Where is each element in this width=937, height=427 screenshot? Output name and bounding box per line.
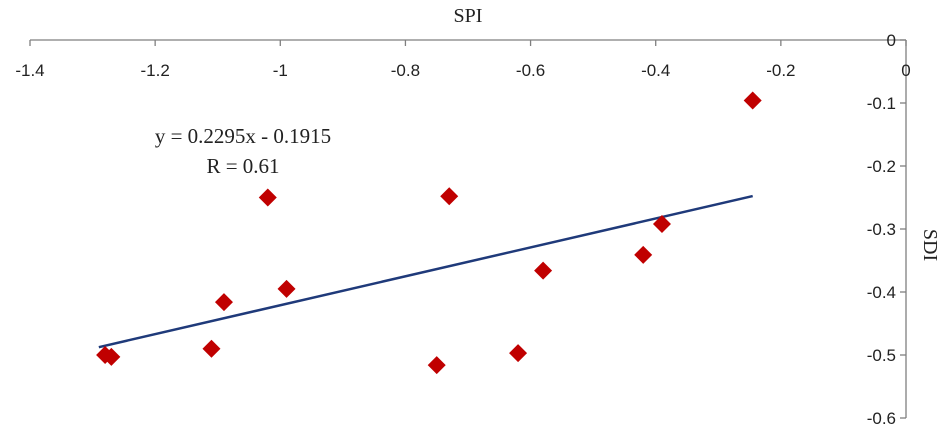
x-tick-labels: -1.4 -1.2 -1 -0.8 -0.6 -0.4 -0.2 0	[15, 61, 910, 80]
data-point	[509, 344, 528, 363]
data-point	[440, 187, 459, 206]
y-tick-label: -0.1	[867, 94, 896, 113]
x-tick-label: -0.2	[766, 61, 795, 80]
y-tick-label: -0.2	[867, 157, 896, 176]
data-points	[96, 91, 762, 375]
x-tick-label: -1.2	[140, 61, 169, 80]
y-axis-title: SDI	[919, 229, 937, 261]
correlation-value: R = 0.61	[206, 154, 279, 178]
data-point	[102, 347, 121, 366]
x-tick-label: -0.4	[641, 61, 670, 80]
data-point	[258, 188, 277, 207]
data-point	[202, 339, 221, 358]
data-point	[652, 214, 671, 233]
axes	[29, 39, 907, 419]
x-tick-label: 0	[901, 61, 910, 80]
y-tick-label: -0.5	[867, 346, 896, 365]
x-axis-title: SPI	[454, 5, 483, 27]
y-tick-label: -0.4	[867, 283, 896, 302]
y-tick-label: -0.6	[867, 409, 896, 427]
data-point	[427, 356, 446, 375]
x-tick-label: -0.6	[516, 61, 545, 80]
trendline	[98, 194, 753, 349]
data-point	[277, 279, 296, 298]
y-tick-label: 0	[887, 31, 896, 50]
trendline-group	[98, 194, 753, 349]
data-point	[534, 261, 553, 280]
data-point	[634, 245, 653, 264]
data-point	[743, 91, 762, 110]
data-point	[214, 293, 233, 312]
y-tick-label: -0.3	[867, 220, 896, 239]
x-tick-label: -1.4	[15, 61, 44, 80]
x-tick-label: -1	[273, 61, 288, 80]
y-tick-labels: 0 -0.1 -0.2 -0.3 -0.4 -0.5 -0.6	[867, 31, 896, 427]
x-tick-label: -0.8	[391, 61, 420, 80]
regression-equation: y = 0.2295x - 0.1915	[155, 124, 331, 148]
